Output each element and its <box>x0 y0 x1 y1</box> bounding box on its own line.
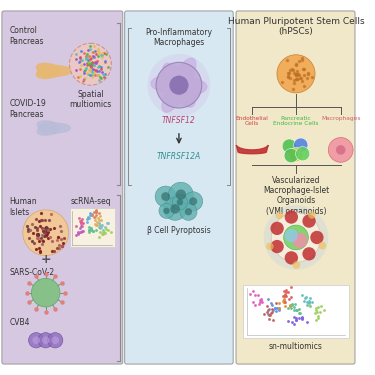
Polygon shape <box>151 58 207 112</box>
Text: Pro-Inflammatory
Macrophages: Pro-Inflammatory Macrophages <box>146 28 212 48</box>
Circle shape <box>43 70 50 77</box>
FancyBboxPatch shape <box>2 11 123 364</box>
Circle shape <box>156 62 202 108</box>
Circle shape <box>28 333 44 348</box>
FancyBboxPatch shape <box>124 11 233 364</box>
Circle shape <box>285 229 298 242</box>
Circle shape <box>38 68 45 75</box>
Text: Control
Pancreas: Control Pancreas <box>9 26 44 46</box>
Text: sn-multiomics: sn-multiomics <box>269 342 323 351</box>
Circle shape <box>277 55 315 93</box>
Circle shape <box>308 211 316 219</box>
Circle shape <box>284 225 308 250</box>
Circle shape <box>164 208 170 214</box>
Circle shape <box>270 222 284 235</box>
FancyBboxPatch shape <box>243 285 349 338</box>
Polygon shape <box>36 63 72 78</box>
Circle shape <box>51 127 57 133</box>
Text: Human Pluripotent Stem Cells
(hPSCs): Human Pluripotent Stem Cells (hPSCs) <box>228 16 364 36</box>
Text: TNFSF12: TNFSF12 <box>162 116 196 124</box>
Circle shape <box>49 122 55 129</box>
Circle shape <box>155 186 176 207</box>
Text: Human
Islets: Human Islets <box>9 198 37 217</box>
Polygon shape <box>236 145 268 154</box>
Circle shape <box>284 148 298 163</box>
Text: Pancreatic
Endocrine Cells: Pancreatic Endocrine Cells <box>273 116 319 126</box>
Circle shape <box>54 68 61 74</box>
Circle shape <box>282 139 297 153</box>
Circle shape <box>164 198 186 220</box>
Circle shape <box>177 199 183 206</box>
Text: COVID-19
Pancreas: COVID-19 Pancreas <box>9 99 46 119</box>
Circle shape <box>159 203 174 218</box>
Text: Vascularized
Macrophage-Islet
Organoids
(VMI organoids): Vascularized Macrophage-Islet Organoids … <box>263 176 329 216</box>
Circle shape <box>296 147 310 161</box>
Circle shape <box>276 211 283 219</box>
Circle shape <box>266 243 274 250</box>
Circle shape <box>43 128 50 134</box>
Circle shape <box>185 208 192 215</box>
Circle shape <box>289 147 303 162</box>
Circle shape <box>292 261 300 269</box>
Circle shape <box>294 138 308 152</box>
Circle shape <box>147 54 210 117</box>
Circle shape <box>51 336 59 344</box>
Text: Endothelial
Cells: Endothelial Cells <box>236 116 268 126</box>
Circle shape <box>170 76 189 95</box>
Circle shape <box>39 125 45 131</box>
Text: CVB4: CVB4 <box>9 318 30 327</box>
Circle shape <box>48 65 55 71</box>
Text: TNFRSF12A: TNFRSF12A <box>157 152 201 161</box>
Circle shape <box>302 214 316 228</box>
Circle shape <box>180 203 197 220</box>
Circle shape <box>285 251 298 264</box>
Text: Spatial
multiomics: Spatial multiomics <box>69 90 111 110</box>
FancyBboxPatch shape <box>236 11 355 364</box>
Circle shape <box>264 205 328 270</box>
Circle shape <box>51 70 57 76</box>
Text: SARS-CoV-2: SARS-CoV-2 <box>9 268 55 277</box>
Circle shape <box>270 240 284 253</box>
Circle shape <box>189 197 197 205</box>
Circle shape <box>161 192 170 201</box>
Circle shape <box>302 247 316 261</box>
Circle shape <box>168 182 193 207</box>
Circle shape <box>41 66 48 72</box>
Circle shape <box>42 336 50 344</box>
Text: Macrophages: Macrophages <box>321 116 360 121</box>
Circle shape <box>285 210 298 224</box>
FancyBboxPatch shape <box>70 209 115 248</box>
Circle shape <box>32 278 60 307</box>
Circle shape <box>176 189 186 200</box>
Circle shape <box>292 233 308 248</box>
Text: +: + <box>40 253 51 266</box>
Circle shape <box>172 195 188 210</box>
Circle shape <box>42 123 48 129</box>
Circle shape <box>170 204 180 214</box>
Circle shape <box>318 242 326 249</box>
Circle shape <box>23 210 69 255</box>
Circle shape <box>271 213 321 262</box>
Circle shape <box>54 125 60 131</box>
Circle shape <box>69 43 111 85</box>
Polygon shape <box>37 121 70 135</box>
Circle shape <box>32 336 40 344</box>
Circle shape <box>336 145 345 154</box>
Circle shape <box>48 333 63 348</box>
Circle shape <box>328 138 353 162</box>
Text: scRNA-seq: scRNA-seq <box>70 198 111 207</box>
Circle shape <box>184 192 203 211</box>
Circle shape <box>38 333 53 348</box>
Text: β Cell Pyroptosis: β Cell Pyroptosis <box>147 226 211 235</box>
Circle shape <box>310 231 324 244</box>
